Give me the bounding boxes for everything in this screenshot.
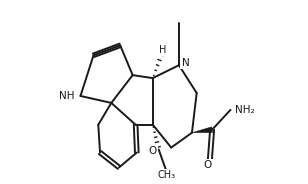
Text: O: O <box>149 146 157 156</box>
Text: H: H <box>159 45 166 55</box>
Text: O: O <box>204 160 212 170</box>
Text: NH: NH <box>59 91 74 101</box>
Text: CH₃: CH₃ <box>157 170 176 180</box>
Text: N: N <box>182 58 189 68</box>
Polygon shape <box>192 127 213 133</box>
Text: NH₂: NH₂ <box>235 105 255 115</box>
